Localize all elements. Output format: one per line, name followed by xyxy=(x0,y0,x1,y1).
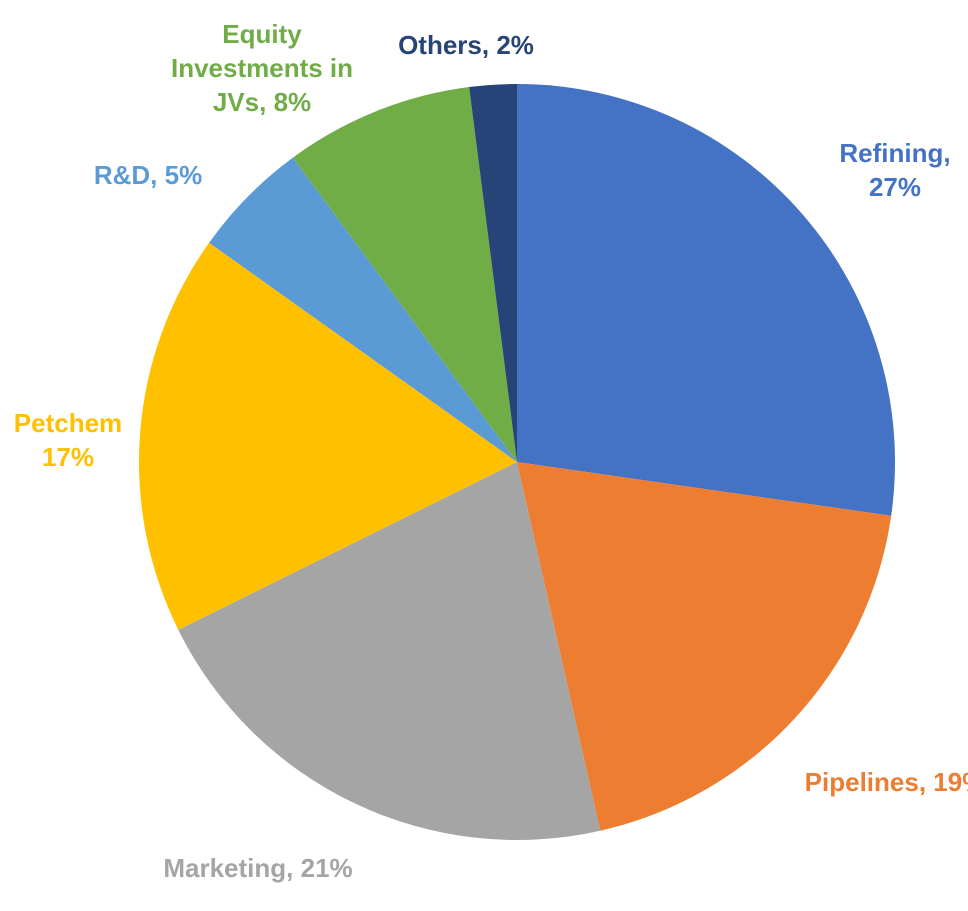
value-label: 2% xyxy=(496,30,534,60)
category-name: R&D, xyxy=(94,160,158,190)
chart: Refining, 27% Pipelines, 19% Marketing, 21… xyxy=(0,0,968,911)
slice-label: Petchem 17% xyxy=(0,406,138,474)
slice-label: Pipelines, 19% xyxy=(800,765,968,799)
value-label: 19% xyxy=(933,767,968,797)
value-label: 27% xyxy=(869,172,921,202)
slice-label: Refining, 27% xyxy=(820,136,968,204)
slice-label: R&D, 5% xyxy=(68,158,228,192)
category-name: Petchem xyxy=(14,408,122,438)
value-label: 8% xyxy=(274,87,312,117)
slice-label: Marketing, 21% xyxy=(158,851,358,885)
value-label: 5% xyxy=(165,160,203,190)
value-label: 21% xyxy=(301,853,353,883)
slice-label: Others, 2% xyxy=(366,28,566,62)
slice-label: Equity Investments in JVs, 8% xyxy=(152,17,372,119)
category-name: Others, xyxy=(398,30,489,60)
category-name: Pipelines, xyxy=(805,767,926,797)
value-label: 17% xyxy=(42,442,94,472)
category-name: Refining, xyxy=(839,138,950,168)
category-name: Equity Investments in JVs, xyxy=(171,19,353,117)
category-name: Marketing, xyxy=(163,853,293,883)
